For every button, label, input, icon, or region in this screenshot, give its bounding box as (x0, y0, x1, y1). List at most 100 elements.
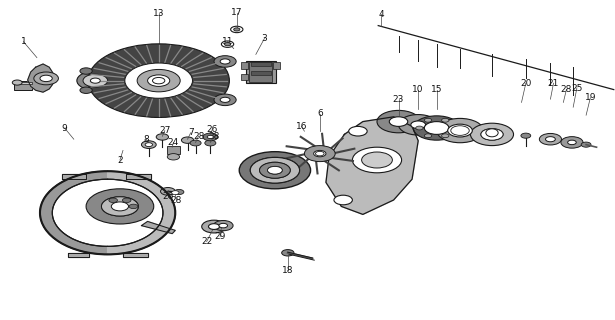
Circle shape (86, 189, 154, 224)
Text: 28: 28 (561, 85, 572, 94)
Circle shape (214, 56, 236, 67)
Circle shape (282, 250, 294, 256)
Text: 28: 28 (171, 196, 182, 204)
Circle shape (202, 220, 226, 233)
Circle shape (448, 124, 472, 137)
Circle shape (77, 71, 114, 90)
Circle shape (80, 68, 92, 74)
Polygon shape (326, 117, 418, 214)
Circle shape (442, 134, 449, 138)
Circle shape (203, 133, 218, 141)
Circle shape (220, 59, 230, 64)
Circle shape (334, 195, 352, 205)
Circle shape (137, 69, 180, 92)
Polygon shape (62, 174, 86, 179)
Text: 7: 7 (188, 128, 194, 137)
Text: 26: 26 (162, 192, 173, 201)
Text: 28: 28 (208, 132, 220, 140)
Circle shape (304, 146, 335, 162)
Circle shape (424, 122, 449, 134)
Circle shape (111, 202, 129, 211)
Circle shape (213, 220, 233, 231)
Text: 9: 9 (62, 124, 68, 132)
Text: 10: 10 (413, 85, 424, 94)
Circle shape (349, 126, 367, 136)
Circle shape (109, 198, 117, 203)
Circle shape (411, 121, 426, 129)
Circle shape (83, 74, 108, 87)
Circle shape (231, 26, 243, 33)
Text: 6: 6 (317, 109, 323, 118)
Text: 27: 27 (159, 126, 170, 135)
Circle shape (174, 189, 184, 195)
Circle shape (234, 28, 240, 31)
Circle shape (156, 134, 169, 140)
Circle shape (161, 188, 175, 195)
Bar (241, 62, 248, 69)
Bar (14, 82, 47, 87)
Circle shape (190, 140, 201, 146)
Circle shape (34, 72, 58, 85)
Circle shape (424, 118, 432, 122)
Text: 24: 24 (168, 138, 179, 147)
Circle shape (470, 123, 514, 146)
Text: 15: 15 (431, 85, 442, 94)
Bar (251, 71, 271, 75)
Circle shape (90, 78, 100, 83)
Circle shape (129, 204, 138, 209)
Bar (241, 74, 248, 80)
Circle shape (260, 162, 290, 178)
Circle shape (250, 157, 300, 183)
Text: 20: 20 (520, 79, 531, 88)
Polygon shape (108, 171, 175, 254)
Polygon shape (68, 253, 89, 257)
Circle shape (101, 197, 138, 216)
Circle shape (581, 142, 591, 147)
Circle shape (250, 157, 300, 183)
Circle shape (12, 80, 22, 85)
Circle shape (413, 116, 460, 140)
Circle shape (268, 166, 282, 174)
Bar (249, 62, 272, 82)
Circle shape (561, 137, 583, 148)
Circle shape (87, 76, 104, 85)
Text: 23: 23 (393, 95, 404, 104)
Circle shape (145, 143, 153, 147)
Circle shape (546, 137, 555, 142)
Circle shape (239, 152, 311, 189)
Text: 11: 11 (222, 37, 233, 46)
Circle shape (424, 134, 432, 138)
Circle shape (481, 129, 503, 140)
Circle shape (153, 77, 165, 84)
Circle shape (141, 141, 156, 148)
Circle shape (450, 126, 458, 130)
Polygon shape (28, 64, 55, 92)
Text: 16: 16 (296, 122, 307, 131)
Circle shape (362, 152, 392, 168)
Text: 17: 17 (231, 8, 242, 17)
Circle shape (437, 118, 483, 143)
Circle shape (80, 87, 92, 93)
Text: 28: 28 (193, 132, 204, 140)
Text: 12: 12 (182, 60, 193, 68)
Circle shape (207, 135, 213, 139)
Circle shape (416, 126, 423, 130)
Circle shape (221, 41, 234, 47)
Circle shape (122, 198, 131, 203)
Circle shape (88, 44, 229, 117)
Circle shape (101, 197, 138, 216)
Text: 1: 1 (20, 37, 26, 46)
Text: 8: 8 (143, 135, 149, 144)
Circle shape (172, 191, 179, 195)
Circle shape (568, 140, 576, 145)
Bar (14, 82, 32, 84)
Text: 29: 29 (215, 232, 226, 241)
Text: 18: 18 (282, 266, 293, 275)
Circle shape (220, 97, 230, 102)
Text: 26: 26 (207, 125, 218, 134)
Circle shape (125, 63, 192, 98)
Circle shape (224, 43, 231, 46)
Bar (273, 62, 280, 69)
Circle shape (208, 224, 220, 229)
Circle shape (219, 223, 228, 228)
